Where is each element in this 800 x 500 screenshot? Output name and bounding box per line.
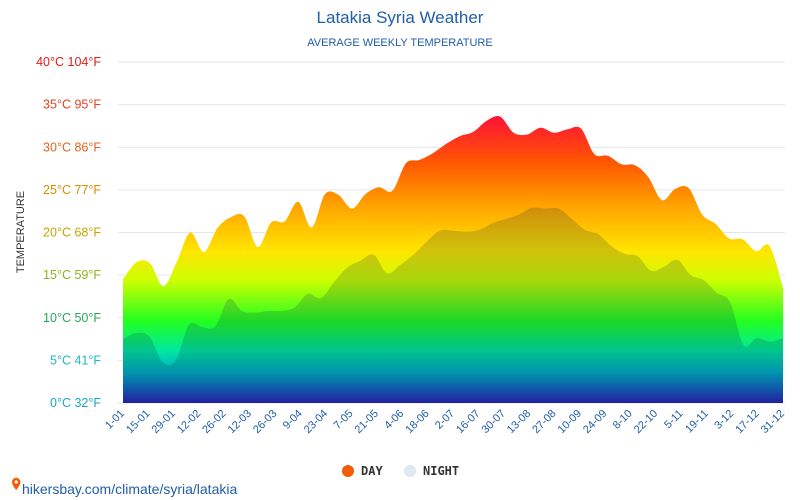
x-tick-label: 19-11 — [683, 408, 711, 436]
night-area — [123, 207, 783, 403]
legend: DAY NIGHT — [342, 464, 459, 478]
x-tick-label: 15-01 — [124, 408, 152, 436]
y-tick-label: 40°C 104°F — [36, 55, 101, 69]
y-tick-label: 20°C 68°F — [43, 226, 101, 240]
x-tick-label: 17-12 — [733, 408, 761, 436]
legend-night-label[interactable]: NIGHT — [423, 464, 459, 478]
x-tick-label: 21-05 — [353, 408, 381, 436]
legend-day-marker[interactable] — [342, 465, 354, 477]
legend-night-marker[interactable] — [404, 465, 416, 477]
x-tick-label: 26-02 — [200, 408, 228, 436]
y-tick-label: 5°C 41°F — [50, 353, 101, 367]
night-area-shade — [123, 207, 783, 403]
legend-day-label[interactable]: DAY — [361, 464, 383, 478]
x-tick-label: 26-03 — [251, 408, 279, 436]
x-tick-label: 18-06 — [403, 408, 431, 436]
source-link[interactable]: hikersbay.com/climate/syria/latakia — [22, 481, 237, 497]
y-tick-label: 25°C 77°F — [43, 183, 101, 197]
y-tick-label: 0°C 32°F — [50, 396, 101, 410]
map-pin-icon — [12, 477, 21, 490]
x-tick-label: 24-09 — [581, 408, 609, 436]
x-tick-label: 5-11 — [662, 408, 685, 431]
y-tick-label: 10°C 50°F — [43, 311, 101, 325]
x-tick-label: 30-07 — [480, 408, 508, 436]
x-tick-label: 13-08 — [505, 408, 533, 436]
y-tick-label: 30°C 86°F — [43, 140, 101, 154]
x-tick-label: 27-08 — [530, 408, 558, 436]
y-tick-label: 15°C 59°F — [43, 268, 101, 282]
x-tick-label: 12-02 — [175, 408, 203, 436]
chart-title: Latakia Syria Weather — [317, 8, 484, 27]
x-tick-label: 16-07 — [454, 408, 482, 436]
x-tick-label: 10-09 — [556, 408, 584, 436]
x-tick-label: 23-04 — [302, 408, 330, 436]
chart-subtitle: AVERAGE WEEKLY TEMPERATURE — [307, 37, 492, 49]
y-tick-label: 35°C 95°F — [43, 98, 101, 112]
x-tick-label: 31-12 — [759, 408, 787, 436]
x-tick-label: 22-10 — [632, 408, 660, 436]
y-axis-label: TEMPERATURE — [15, 191, 27, 273]
x-tick-label: 12-03 — [226, 408, 254, 436]
x-tick-label: 29-01 — [150, 408, 178, 436]
y-axis-ticks: 0°C 32°F 5°C 41°F 10°C 50°F 15°C 59°F 20°C 6… — [36, 55, 101, 410]
